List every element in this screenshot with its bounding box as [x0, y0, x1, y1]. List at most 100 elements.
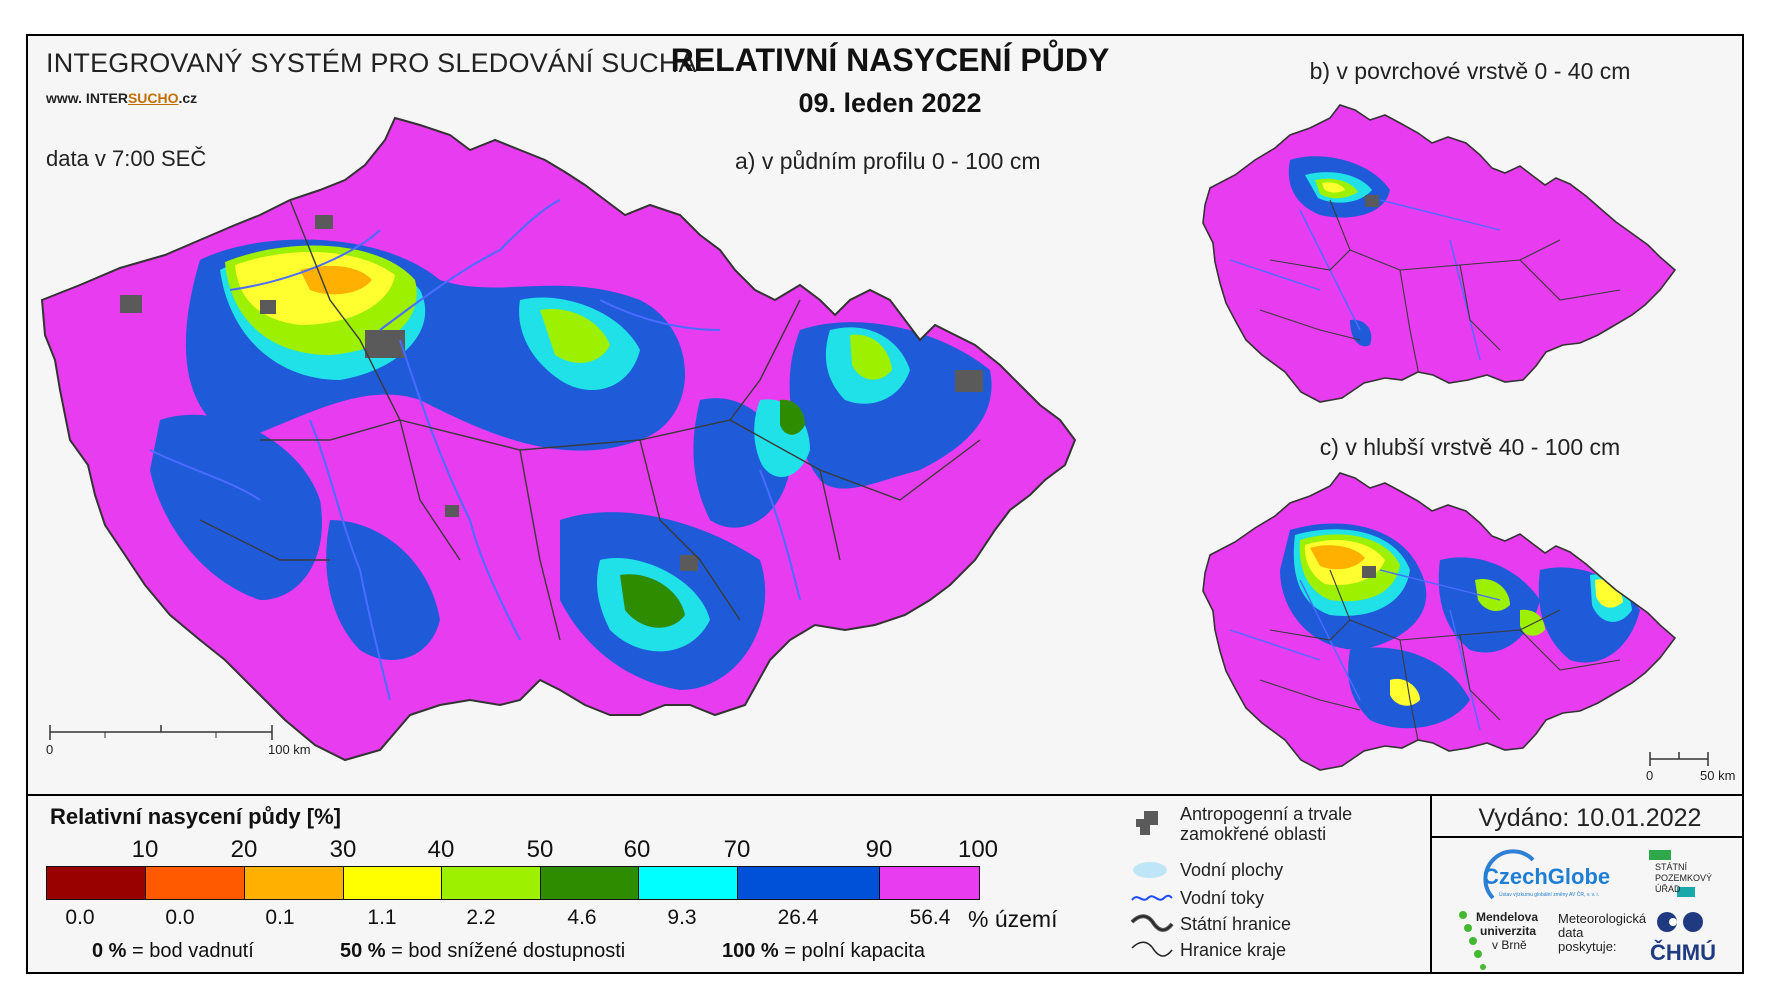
czechglobe-arc-icon	[1483, 849, 1535, 900]
note-text: = bod snížené dostupnosti	[391, 940, 626, 962]
color-class-swatch	[541, 867, 639, 899]
note-reduced-availability: 50 % = bod snížené dostupnosti	[340, 940, 625, 963]
mendel-line2: univerzita	[1480, 924, 1537, 938]
color-class-swatch	[442, 867, 541, 899]
map-c	[1202, 472, 1676, 771]
region-border-icon	[1131, 941, 1173, 957]
legend-separator	[26, 794, 1744, 796]
map-date: 09. leden 2022	[798, 88, 982, 118]
legend-state-border-label: Státní hranice	[1180, 914, 1292, 934]
website-highlight: SUCHO	[127, 90, 179, 106]
page-title: RELATIVNÍ NASYCENÍ PŮDY	[670, 42, 1110, 78]
mendel-university: Mendelova univerzita v Brně	[1470, 910, 1538, 952]
meteo-line3: poskytuje:	[1558, 939, 1617, 954]
system-name: INTEGROVANÝ SYSTÉM PRO SLEDOVÁNÍ SUCHA	[46, 48, 697, 78]
water-body-icon	[1133, 862, 1167, 878]
footer-separator	[1430, 794, 1432, 974]
legend-anthropogenic-line2: zamokřené oblasti	[1180, 824, 1327, 844]
mendel-line3: v Brně	[1492, 938, 1527, 952]
note-wilting-point: 0 % = bod vadnutí	[92, 940, 254, 963]
spu-line1: STÁTNÍ	[1655, 862, 1688, 872]
map-c-label: c) v hlubší vrstvě 40 - 100 cm	[1319, 434, 1621, 460]
map-a-label: a) v půdním profilu 0 - 100 cm	[735, 148, 1041, 174]
scale-bar-c	[1649, 752, 1709, 766]
river-icon	[1131, 894, 1173, 901]
threshold-label: 70	[723, 836, 751, 863]
area-percent-unit: % území	[968, 906, 1058, 932]
spu-green-mark	[1649, 850, 1671, 860]
legend-anthropogenic-line1: Antropogenní a trvale	[1180, 804, 1353, 824]
area-percent: 4.6	[567, 906, 597, 929]
scale-c-end: 50 km	[1700, 768, 1736, 783]
spu-logo: STÁTNÍ POZEMKOVÝ ÚŘAD	[1649, 850, 1713, 897]
legend-water-bodies-label: Vodní plochy	[1180, 860, 1284, 880]
spu-line2: POZEMKOVÝ	[1655, 873, 1713, 883]
legend-rivers: Vodní toky	[1130, 886, 1264, 910]
website-prefix: www. INTER	[46, 90, 128, 106]
meteo-data-provider: Meteorologická data poskytuje:	[1558, 912, 1646, 954]
spu-line3: ÚŘAD	[1655, 884, 1681, 894]
color-class-swatch	[47, 867, 146, 899]
czechglobe-name: CzechGlobe	[1483, 864, 1611, 889]
czechglobe-logo: CzechGlobe Ústav výzkumu globální změny …	[1463, 848, 1613, 913]
area-percent: 2.2	[466, 906, 496, 929]
state-border-icon	[1130, 914, 1174, 932]
note-text: = polní kapacita	[784, 940, 925, 962]
area-percent: 26.4	[777, 906, 819, 929]
scale-bar-a	[49, 725, 273, 740]
spu-teal-mark	[1677, 887, 1695, 897]
note-text: = bod vadnutí	[132, 940, 254, 962]
legend-title: Relativní nasycení půdy [%]	[50, 804, 341, 829]
area-percent: 0.1	[265, 906, 295, 929]
area-percent: 0.0	[165, 906, 195, 929]
meteo-line1: Meteorologická	[1558, 911, 1647, 926]
note-value: 50 %	[340, 940, 386, 962]
color-class-swatch	[146, 867, 245, 899]
note-value: 0 %	[92, 940, 127, 962]
threshold-label: 40	[427, 836, 455, 863]
issued-box	[1430, 794, 1744, 838]
map-b	[1202, 104, 1676, 403]
legend-water-bodies: Vodní plochy	[1130, 858, 1283, 882]
color-class-swatch	[880, 867, 979, 899]
website-link[interactable]: www. INTERSUCHO.cz	[46, 90, 197, 106]
threshold-label: 90	[865, 836, 893, 863]
czechglobe-subtitle: Ústav výzkumu globální změny AV ČR, v. v…	[1499, 892, 1600, 898]
scale-a-end: 100 km	[268, 742, 311, 757]
map-a	[41, 117, 1076, 761]
threshold-label: 100	[957, 836, 999, 863]
threshold-label: 50	[526, 836, 554, 863]
threshold-label: 20	[230, 836, 258, 863]
color-class-swatch	[344, 867, 442, 899]
color-class-swatch	[738, 867, 880, 899]
color-scale-bar	[46, 866, 980, 900]
legend-anthropogenic: Antropogenní a trvale zamokřené oblasti	[1130, 804, 1352, 844]
mendel-line1: Mendelova	[1476, 910, 1539, 924]
meteo-line2: data	[1558, 925, 1584, 940]
issued-date: Vydáno: 10.01.2022	[1478, 804, 1702, 832]
scale-a-start: 0	[46, 742, 54, 757]
area-percent: 56.4	[909, 906, 951, 929]
chmu-symbol-icon	[1655, 910, 1715, 939]
area-percent: 9.3	[667, 906, 697, 929]
color-class-swatch	[245, 867, 344, 899]
data-time: data v 7:00 SEČ	[46, 146, 207, 171]
color-class-swatch	[639, 867, 738, 899]
scale-c-start: 0	[1646, 768, 1654, 783]
mendel-dots-icon	[1458, 910, 1488, 975]
threshold-label: 30	[329, 836, 357, 863]
legend-state-border: Státní hranice	[1130, 912, 1291, 936]
legend-region-border: Hranice kraje	[1130, 938, 1286, 962]
chmu-logo-text: ČHMÚ	[1650, 940, 1716, 965]
note-field-capacity: 100 % = polní kapacita	[722, 940, 925, 963]
anthropogenic-area-icon	[1136, 811, 1158, 835]
threshold-label: 10	[131, 836, 159, 863]
map-b-label: b) v povrchové vrstvě 0 - 40 cm	[1309, 58, 1631, 84]
legend-rivers-label: Vodní toky	[1180, 888, 1265, 908]
area-percent: 1.1	[367, 906, 397, 929]
area-percent: 0.0	[65, 906, 95, 929]
legend-region-border-label: Hranice kraje	[1180, 940, 1287, 960]
note-value: 100 %	[722, 940, 779, 962]
threshold-label: 60	[623, 836, 651, 863]
